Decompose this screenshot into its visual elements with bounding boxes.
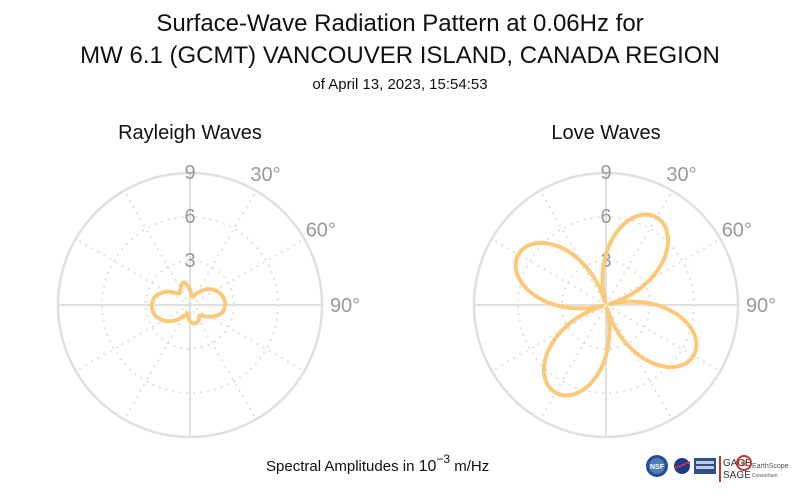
- radiation-pattern-line: [513, 212, 699, 398]
- angular-gridline: [605, 190, 673, 306]
- caption-base: 10: [419, 458, 437, 475]
- angular-gridline: [189, 238, 305, 306]
- sponsor-logos: NSF GAGE SAGE EarthScope Consortium: [646, 455, 789, 482]
- angular-gridline: [491, 304, 607, 372]
- svg-text:EarthScope: EarthScope: [752, 463, 789, 470]
- radial-gridline: [56, 171, 324, 439]
- angle-tick-label: 30°: [250, 164, 280, 186]
- partner-logo: [694, 458, 716, 474]
- figure-title-line-1: Surface-Wave Radiation Pattern at 0.06Hz…: [156, 10, 643, 37]
- caption-exponent: −3: [436, 452, 450, 466]
- earthscope-logo: EarthScope Consortium: [736, 455, 789, 479]
- caption-prefix: Spectral Amplitudes in: [266, 458, 419, 475]
- angular-gridline: [123, 304, 191, 420]
- angle-tick-label: 60°: [722, 219, 752, 241]
- nsf-logo: NSF: [646, 455, 668, 477]
- figure-subtitle: of April 13, 2023, 15:54:53: [312, 76, 487, 93]
- rayleigh-panel-title: Rayleigh Waves: [118, 122, 262, 144]
- love-polar-plot: 369 30°60°90°: [472, 162, 776, 439]
- love-panel-title: Love Waves: [551, 122, 660, 144]
- rayleigh-polar-plot: 3 6 9 30° 60° 90°: [56, 162, 360, 439]
- radial-gridline: [145, 260, 235, 350]
- love-panel: Love Waves 369 30°60°90°: [472, 122, 776, 439]
- angular-gridline: [491, 238, 607, 306]
- angular-gridline: [75, 238, 191, 306]
- rayleigh-panel: Rayleigh Waves 3 6 9 30° 60° 90°: [56, 122, 360, 439]
- angle-tick-label: 30°: [666, 164, 696, 186]
- svg-text:SAGE: SAGE: [723, 470, 751, 481]
- figure-title-line-2: MW 6.1 (GCMT) VANCOUVER ISLAND, CANADA R…: [80, 42, 720, 69]
- svg-text:NSF: NSF: [650, 464, 665, 471]
- radial-gridline: [101, 216, 279, 394]
- radial-tick-label: 6: [600, 206, 611, 228]
- angular-gridline: [189, 304, 257, 420]
- caption-unit: m/Hz: [450, 458, 489, 475]
- radial-gridline: [472, 171, 740, 439]
- radial-tick-label: 9: [184, 162, 195, 184]
- svg-text:Consortium: Consortium: [752, 473, 778, 479]
- radial-gridline: [517, 216, 695, 394]
- radial-tick-label: 6: [184, 206, 195, 228]
- radiation-pattern-line: [149, 280, 228, 326]
- angle-tick-label: 90°: [746, 295, 776, 317]
- angular-gridline: [539, 304, 607, 420]
- nasa-style-logo: [674, 458, 691, 474]
- angular-gridline: [605, 304, 721, 372]
- angular-gridline: [123, 190, 191, 306]
- amplitude-units-caption: Spectral Amplitudes in 10−3 m/Hz: [266, 452, 489, 475]
- angular-gridline: [605, 238, 721, 306]
- angle-tick-label: 60°: [306, 219, 336, 241]
- radial-tick-label: 9: [600, 162, 611, 184]
- angular-gridline: [539, 190, 607, 306]
- radial-tick-label: 3: [184, 250, 195, 272]
- angle-tick-label: 90°: [330, 295, 360, 317]
- angular-gridline: [189, 190, 257, 306]
- angular-gridline: [75, 304, 191, 372]
- angular-gridline: [605, 304, 673, 420]
